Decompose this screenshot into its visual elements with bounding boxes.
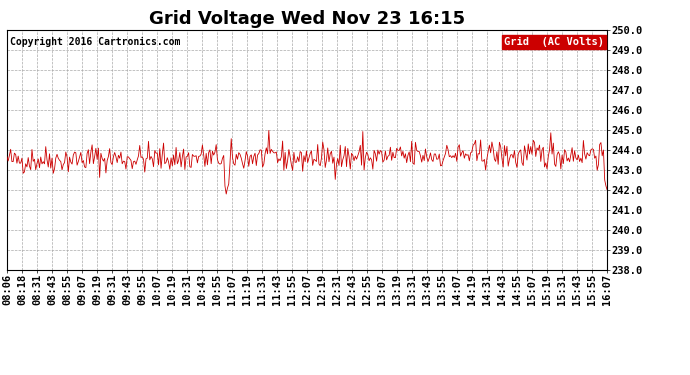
Title: Grid Voltage Wed Nov 23 16:15: Grid Voltage Wed Nov 23 16:15 — [149, 10, 465, 28]
Text: Copyright 2016 Cartronics.com: Copyright 2016 Cartronics.com — [10, 37, 180, 47]
Text: Grid  (AC Volts): Grid (AC Volts) — [504, 37, 604, 47]
